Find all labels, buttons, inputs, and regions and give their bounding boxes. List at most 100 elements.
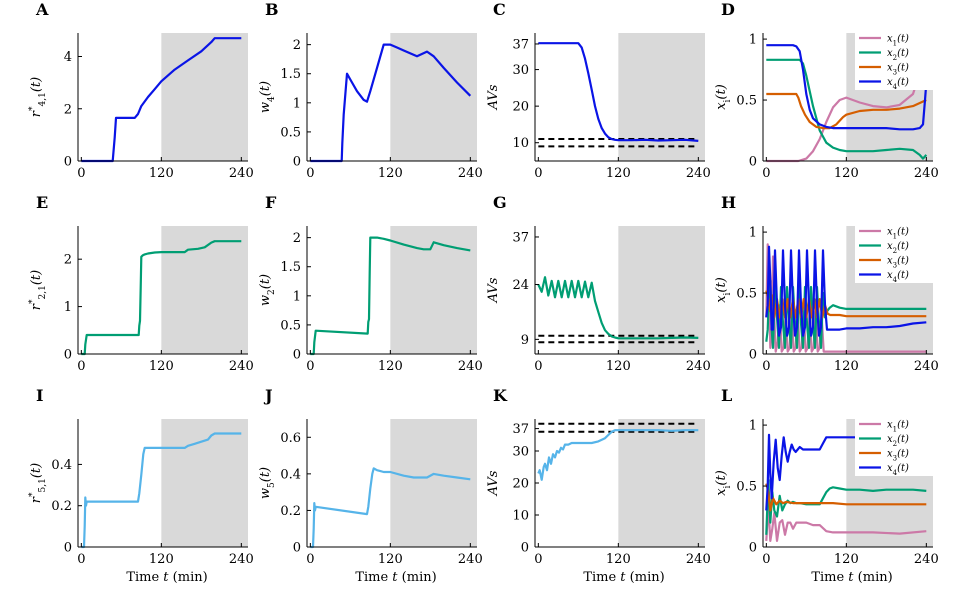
y-tick-label: 2	[64, 102, 72, 117]
x-tick-label: 0	[306, 359, 314, 374]
x-tick-label: 0	[534, 166, 542, 181]
y-tick-label: 9	[521, 333, 529, 348]
y-axis-label: AVs	[486, 277, 501, 303]
shaded-region	[161, 419, 248, 547]
legend-entry: x4(t)	[887, 77, 909, 91]
legend: x1(t)x2(t)x3(t)x4(t)	[855, 223, 933, 284]
y-axis-label: AVs	[486, 470, 501, 496]
legend-entry: x2(t)	[887, 434, 909, 448]
x-tick-label: 120	[378, 166, 403, 181]
x-tick-label: 120	[606, 166, 631, 181]
y-tick-label: 0.5	[280, 125, 301, 140]
x-tick-label: 240	[914, 552, 939, 567]
series-line	[538, 42, 699, 142]
series-line	[310, 467, 471, 549]
series-line	[537, 276, 699, 340]
x-tick-label: 0	[762, 166, 770, 181]
legend-entry: x1(t)	[887, 34, 909, 48]
y-axis-label: w2(t)	[258, 274, 277, 306]
x-tick-label: 240	[229, 552, 254, 567]
series-line-x1t	[765, 503, 927, 542]
x-axis-label: Time t (min)	[126, 570, 207, 585]
x-tick-label: 0	[306, 166, 314, 181]
y-tick-label: 0.2	[280, 504, 301, 519]
legend-entry: x1(t)	[887, 227, 909, 241]
y-axis-label: w4(t)	[258, 81, 277, 113]
y-tick-label: 0	[293, 155, 301, 170]
y-tick-label: 20	[512, 477, 529, 492]
y-tick-label: 1	[64, 300, 72, 315]
legend-box	[855, 223, 933, 283]
series-line-x4t	[766, 44, 928, 131]
y-tick-label: 0.5	[280, 318, 301, 333]
y-tick-label: 0.6	[280, 431, 301, 446]
series-line	[81, 240, 242, 356]
panel-g: 9 24 37 0 120 240 G AVs	[486, 193, 711, 374]
panel-h: 0 0.5 1 0 120 240 Hxi(t) x1(t)x2(t)x3(t)x4(t)	[714, 193, 939, 374]
panel-letter: B	[265, 0, 279, 19]
legend: x1(t)x2(t)x3(t)x4(t)	[855, 416, 933, 477]
shaded-region	[390, 226, 477, 354]
y-axis-label: r*2,1(t)	[28, 270, 48, 310]
y-tick-label: 10	[512, 509, 529, 524]
y-tick-label: 1.5	[280, 260, 301, 275]
y-tick-label: 24	[512, 278, 529, 293]
y-axis-label: r*5,1(t)	[28, 463, 48, 503]
y-tick-label: 2	[64, 253, 72, 268]
y-tick-label: 0	[293, 348, 301, 363]
y-tick-label: 0	[521, 541, 529, 556]
x-tick-label: 0	[77, 359, 85, 374]
series-line-x3t	[765, 483, 927, 512]
x-tick-label: 240	[458, 552, 483, 567]
y-axis-label: xi(t)	[714, 84, 733, 110]
y-tick-label: 4	[64, 50, 72, 65]
x-tick-label: 0	[306, 552, 314, 567]
series-line-x3t	[766, 92, 927, 130]
series-line-x1t	[765, 243, 927, 353]
y-tick-label: 20	[512, 100, 529, 115]
y-tick-label: 37	[512, 230, 529, 245]
y-tick-label: 10	[512, 136, 529, 151]
x-tick-label: 120	[378, 552, 403, 567]
x-tick-label: 240	[458, 166, 483, 181]
x-tick-label: 0	[534, 552, 542, 567]
x-axis-label: Time t (min)	[811, 570, 892, 585]
legend-entry: x4(t)	[887, 463, 909, 477]
x-tick-label: 120	[378, 359, 403, 374]
panel-l: 0 0.5 1 0 120 240 Lxi(t) Time t (min) x1(t)x2(t)…	[714, 386, 939, 585]
series-line-x4t	[765, 245, 927, 337]
y-tick-label: 0	[64, 541, 72, 556]
legend-entry: x3(t)	[887, 63, 909, 77]
y-axis-label: xi(t)	[714, 277, 733, 303]
x-tick-label: 240	[686, 359, 711, 374]
panel-letter: J	[263, 386, 273, 405]
y-tick-label: 1	[749, 419, 757, 434]
x-tick-label: 240	[229, 166, 254, 181]
panel-i: 0 0.2 0.4 0 120 240 Ir*5,1(t) Time t (min)	[28, 386, 254, 585]
y-tick-label: 0	[64, 348, 72, 363]
series-line	[81, 432, 242, 549]
y-tick-label: 30	[512, 445, 529, 460]
x-axis-label: Time t (min)	[583, 570, 664, 585]
shaded-region	[390, 419, 477, 547]
x-tick-label: 120	[149, 552, 174, 567]
y-tick-label: 1.5	[280, 67, 301, 82]
panel-letter: A	[35, 0, 49, 19]
legend: x1(t)x2(t)x3(t)x4(t)	[855, 30, 933, 91]
y-tick-label: 0	[749, 541, 757, 556]
series-line	[537, 429, 699, 481]
panel-b: 0 0.5 1 1.5 2 0 120 240 Bw4(t)	[258, 0, 483, 181]
legend-entry: x2(t)	[887, 241, 909, 255]
series-line	[310, 43, 472, 163]
y-axis-label: w5(t)	[258, 467, 277, 499]
x-tick-label: 240	[686, 552, 711, 567]
x-tick-label: 240	[229, 359, 254, 374]
shaded-region	[161, 226, 248, 354]
y-tick-label: 0.5	[736, 287, 757, 302]
x-tick-label: 120	[834, 166, 859, 181]
x-tick-label: 240	[458, 359, 483, 374]
x-tick-label: 0	[534, 359, 542, 374]
panel-c: 10 20 30 37 0 120 240 C AVs	[486, 0, 711, 181]
